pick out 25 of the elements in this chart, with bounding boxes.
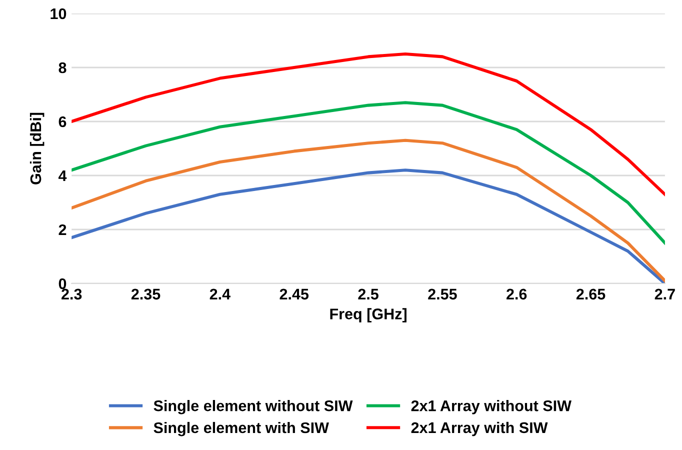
x-tick-label: 2.7 xyxy=(654,288,675,300)
line-series xyxy=(72,101,665,245)
y-tick-label: 4 xyxy=(58,170,67,182)
legend-label: 2x1 Array with SIW xyxy=(411,422,548,436)
x-tick-label: 2.45 xyxy=(280,288,309,300)
x-tick-label: 2.5 xyxy=(358,288,378,300)
x-tick-label: 2.65 xyxy=(576,288,606,300)
legend-label: Single element without SIW xyxy=(154,400,353,414)
x-tick-label: 2.55 xyxy=(428,288,457,300)
y-axis-title: Gain [dBi] xyxy=(30,112,44,184)
y-tick-label: 2 xyxy=(58,224,66,236)
x-tick-label: 2.4 xyxy=(210,288,230,300)
y-tick-label: 10 xyxy=(50,8,66,20)
legend-label: Single element with SIW xyxy=(154,422,329,436)
x-tick-label: 2.35 xyxy=(131,288,160,300)
line-series xyxy=(72,52,665,196)
line-series xyxy=(72,138,665,282)
line-series xyxy=(72,168,665,284)
y-tick-label: 0 xyxy=(58,278,66,290)
legend-label: 2x1 Array without SIW xyxy=(411,400,572,414)
y-tick-label: 6 xyxy=(58,116,66,128)
x-axis-title: Freq [GHz] xyxy=(330,308,406,322)
y-tick-label: 8 xyxy=(58,62,66,74)
x-tick-label: 2.3 xyxy=(62,288,82,300)
x-tick-label: 2.6 xyxy=(506,288,527,300)
